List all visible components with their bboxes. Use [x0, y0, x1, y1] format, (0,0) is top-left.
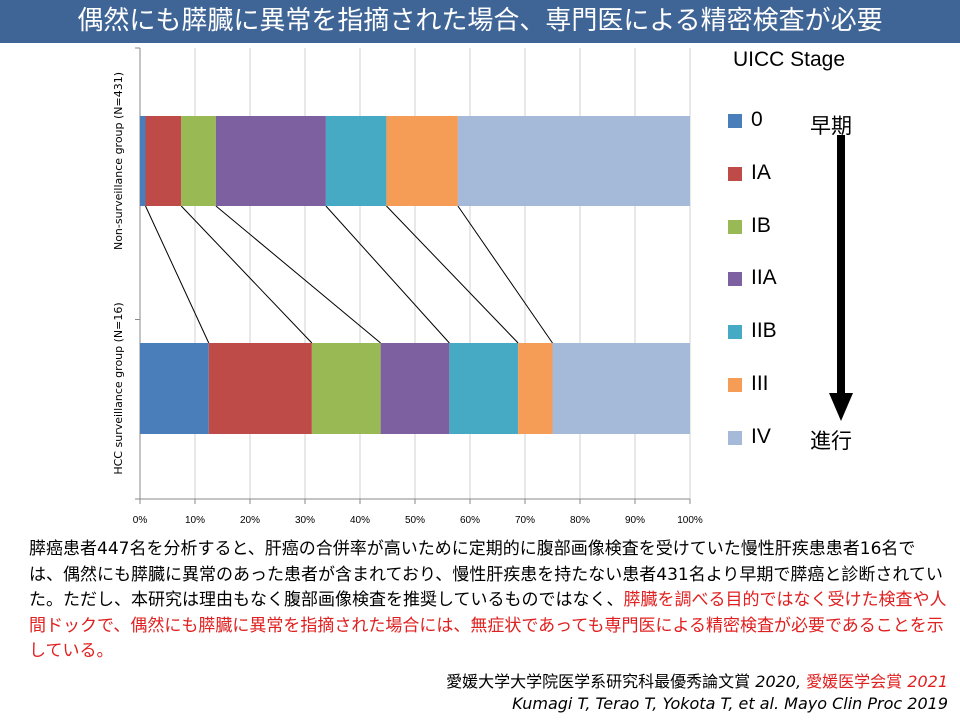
connector-line [457, 205, 553, 344]
award-separator: , [795, 672, 802, 691]
award-1-year: 2020 [755, 672, 796, 691]
connector-line [180, 205, 313, 344]
x-tick-label: 60% [460, 515, 480, 526]
bar-segment-0 [140, 116, 146, 206]
award-2-year: 2021 [907, 672, 948, 691]
bar-segment-IIA [380, 343, 450, 434]
connector-line [386, 205, 519, 344]
x-tick-label: 80% [570, 515, 590, 526]
x-tick-label: 90% [625, 515, 645, 526]
reference: Kumagi T, Terao T, Yokota T, et al. Mayo… [512, 694, 948, 713]
bar-segment-IIB [449, 343, 519, 434]
category-label: HCC surveillance group (N=16) [112, 302, 125, 474]
bar-segment-III [518, 343, 553, 434]
x-tick-label: 100% [677, 515, 703, 526]
description-text: 膵癌患者447名を分析すると、肝癌の合併率が高いために定期的に腹部画像検査を受け… [29, 537, 949, 665]
x-tick-label: 50% [405, 515, 425, 526]
bar-segment-IA [208, 343, 312, 434]
description-main: 膵癌患者447名を分析すると、肝癌の合併率が高いために定期的に腹部画像検査を受け… [29, 539, 943, 610]
page-title: 偶然にも膵臓に異常を指摘された場合、専門医による精密検査が必要 [0, 0, 960, 43]
connector-lines [145, 205, 553, 344]
connector-line [145, 205, 210, 344]
bar-segment-IA [145, 116, 182, 206]
bar-segment-IB [181, 116, 216, 206]
citation: 愛媛大学大学院医学系研究科最優秀論文賞 2020, 愛媛医学会賞 2021 Ku… [446, 671, 948, 715]
x-tick-label: 20% [240, 515, 260, 526]
bar-segment-IIB [325, 116, 387, 206]
bars [140, 116, 690, 434]
x-tick-label: 0% [133, 515, 148, 526]
category-label: Non-surveillance group (N=431) [112, 72, 125, 250]
bar-segment-0 [140, 343, 209, 434]
award-2: 愛媛医学会賞 [806, 672, 903, 691]
description-highlight: 膵臓を調べる目的ではなく受けた検査や人間ドックで、偶然にも膵臓に異常を指摘された… [29, 590, 947, 661]
x-tick-label: 70% [515, 515, 535, 526]
bar-segment-IIA [215, 116, 326, 206]
x-tick-label: 40% [350, 515, 370, 526]
bar-segment-III [386, 116, 458, 206]
connector-line [325, 205, 450, 344]
bar-segment-IV [457, 116, 690, 206]
x-tick-label: 10% [185, 515, 205, 526]
stacked-bar-chart: 0% 10% 20% 30% 40% 50% 60% 70% 80% 90% 100% Non-sur… [112, 47, 703, 526]
bar-segment-IV [552, 343, 690, 434]
bar-segment-IB [311, 343, 381, 434]
award-line: 愛媛大学大学院医学系研究科最優秀論文賞 2020, 愛媛医学会賞 2021 [446, 671, 948, 693]
award-1: 愛媛大学大学院医学系研究科最優秀論文賞 [446, 672, 751, 691]
x-tick-label: 30% [295, 515, 315, 526]
axis-labels: 0% 10% 20% 30% 40% 50% 60% 70% 80% 90% 100% Non-sur… [112, 72, 703, 526]
connector-line [215, 205, 381, 344]
